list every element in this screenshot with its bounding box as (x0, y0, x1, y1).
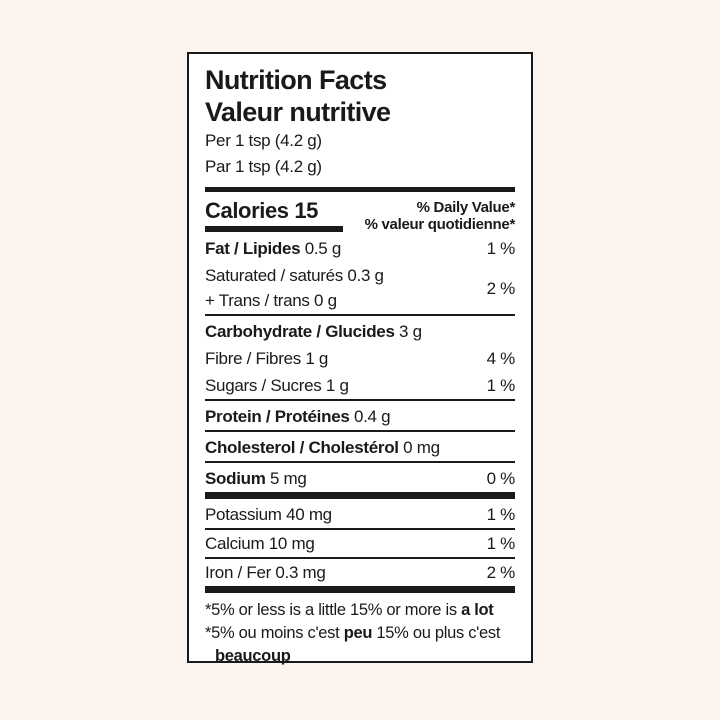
iron-daily-value: 2 % (486, 563, 516, 582)
footnote-english: *5% or less is a little 15% or more is a… (205, 601, 494, 619)
potassium-daily-value: 1 % (486, 505, 516, 524)
sodium-daily-value: 0 % (486, 469, 516, 488)
footnote: *5% or less is a little 15% or more is a… (205, 599, 515, 668)
row-fat: Fat / Lipides 0.5 g 1 % (205, 235, 515, 262)
saturated-trans-label: Saturated / saturés 0.3 g + Trans / tran… (205, 263, 384, 313)
cholesterol-label: Cholesterol / Cholestérol 0 mg (205, 438, 440, 457)
row-sodium: Sodium 5 mg 0 % (205, 465, 515, 492)
fibre-daily-value: 4 % (486, 349, 516, 368)
saturated-trans-daily-value: 2 % (486, 278, 516, 298)
row-saturated-trans: Saturated / saturés 0.3 g + Trans / tran… (205, 262, 515, 316)
daily-value-header-english: % Daily Value* (416, 199, 516, 216)
carbohydrate-label: Carbohydrate / Glucides 3 g (205, 322, 422, 341)
iron-label: Iron / Fer 0.3 mg (205, 563, 326, 582)
fat-daily-value: 1 % (486, 239, 516, 258)
serving-size-french: Par 1 tsp (4.2 g) (205, 157, 322, 176)
sugars-daily-value: 1 % (486, 376, 516, 395)
saturated-label: Saturated / saturés 0.3 g (205, 266, 384, 285)
title-french: Valeur nutritive (205, 97, 391, 127)
title-english: Nutrition Facts (205, 65, 387, 95)
row-sugars: Sugars / Sucres 1 g 1 % (205, 372, 515, 401)
separator-bar-top (205, 187, 515, 192)
fat-label: Fat / Lipides 0.5 g (205, 239, 342, 258)
trans-label: + Trans / trans 0 g (205, 291, 337, 310)
sugars-label: Sugars / Sucres 1 g (205, 376, 349, 395)
row-fibre: Fibre / Fibres 1 g 4 % (205, 345, 515, 372)
calories-block: Calories 15 % Daily Value* % valeur quot… (205, 198, 515, 235)
separator-bar-bottom (205, 586, 515, 593)
daily-value-header-french: % valeur quotidienne* (364, 216, 516, 233)
sodium-label: Sodium 5 mg (205, 469, 307, 488)
row-cholesterol: Cholesterol / Cholestérol 0 mg (205, 434, 515, 463)
footnote-french-line2: beaucoup (215, 647, 291, 665)
row-protein: Protein / Protéines 0.4 g (205, 403, 515, 432)
calories-underline-bar (205, 226, 343, 232)
calcium-daily-value: 1 % (486, 534, 516, 553)
row-potassium: Potassium 40 mg 1 % (205, 501, 515, 530)
potassium-label: Potassium 40 mg (205, 505, 332, 524)
footnote-french-line1: *5% ou moins c'est peu 15% ou plus c'est (205, 624, 501, 642)
fibre-label: Fibre / Fibres 1 g (205, 349, 329, 368)
row-carbohydrate: Carbohydrate / Glucides 3 g (205, 318, 515, 345)
serving-size-english: Per 1 tsp (4.2 g) (205, 131, 322, 150)
calcium-label: Calcium 10 mg (205, 534, 315, 553)
row-iron: Iron / Fer 0.3 mg 2 % (205, 559, 515, 586)
nutrition-facts-label: Nutrition Facts Valeur nutritive Per 1 t… (187, 52, 533, 665)
protein-label: Protein / Protéines 0.4 g (205, 407, 391, 426)
separator-bar-sodium (205, 492, 515, 499)
calories-value: Calories 15 (205, 198, 319, 223)
row-calcium: Calcium 10 mg 1 % (205, 530, 515, 559)
